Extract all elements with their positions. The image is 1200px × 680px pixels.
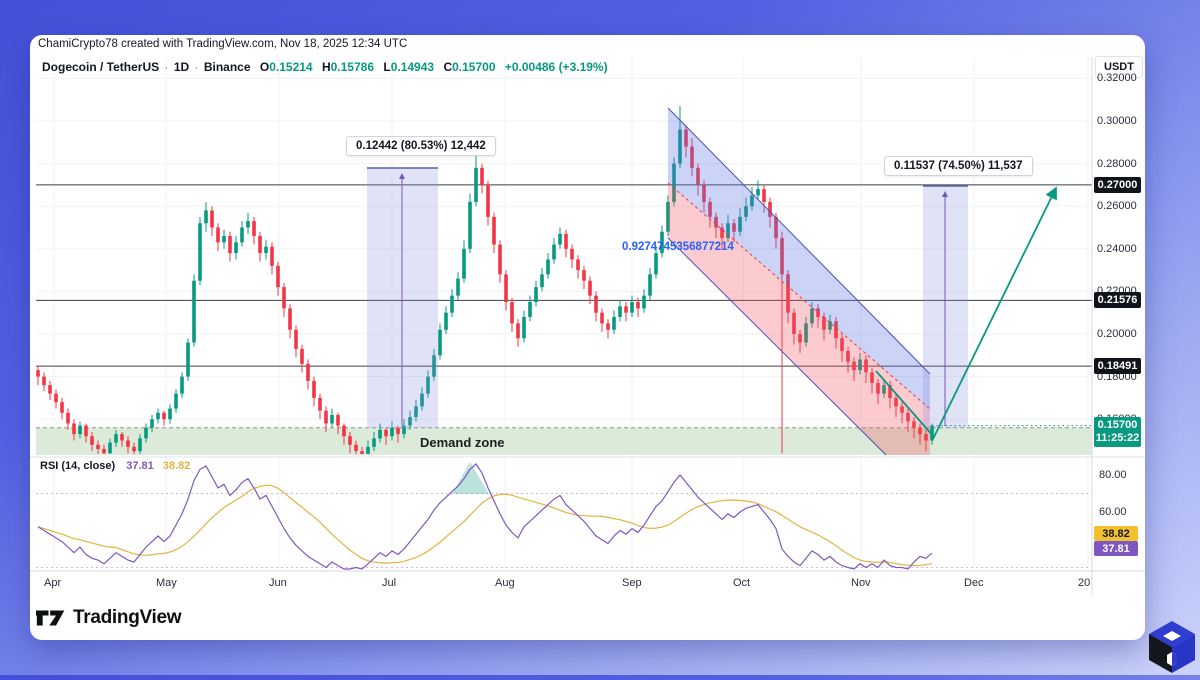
low-value: 0.14943 (390, 60, 435, 74)
time-tick-label: Dec (964, 577, 984, 589)
open-label: O (259, 60, 270, 74)
separator: · (164, 60, 169, 74)
close-value: 0.15700 (452, 60, 496, 74)
change-value: +0.00486 (+3.19%) (504, 60, 608, 74)
symbol-header: Dogecoin / TetherUS · 1D · Binance O0.15… (42, 60, 608, 74)
tradingview-logo-text: TradingView (73, 607, 182, 628)
rsi-title[interactable]: RSI (14, close) (40, 460, 116, 472)
attribution-text: ChamiCrypto78 created with TradingView.c… (38, 38, 408, 50)
rsi-tick-label: 80.00 (1099, 469, 1127, 481)
close-label: C (443, 60, 453, 74)
publisher-cube-logo[interactable] (1146, 619, 1198, 680)
demand-zone-label: Demand zone (420, 435, 505, 450)
rsi-value: 37.81 (126, 460, 154, 472)
time-tick-label: 20 (1078, 577, 1091, 589)
price-level-badge-1: 0.27000 (1094, 177, 1141, 193)
price-tick-label: 0.32000 (1097, 72, 1137, 85)
rsi-legend: RSI (14, close) 37.81 38.82 (40, 460, 190, 472)
low-label: L (383, 60, 391, 74)
current-price-badge: 0.15700 11:25:22 (1094, 417, 1141, 447)
time-tick-label: Aug (495, 577, 515, 589)
time-tick-label: Apr (44, 577, 62, 589)
high-label: H (321, 60, 331, 74)
price-tick-label: 0.24000 (1097, 242, 1137, 255)
high-value: 0.15786 (330, 60, 375, 74)
tradingview-glyph-icon (36, 610, 65, 626)
tradingview-logo[interactable]: TradingView (36, 606, 182, 630)
rsi-ma-badge: 38.82 (1094, 526, 1138, 541)
price-level-badge-2: 0.21576 (1094, 292, 1141, 308)
rsi-ma-value: 38.82 (162, 460, 191, 472)
price-level-badge-3: 0.18491 (1094, 358, 1141, 374)
exchange-label: Binance (203, 60, 251, 74)
cube-icon (1149, 621, 1195, 673)
fib-annotation-left[interactable]: 0.12442 (80.53%) 12,442 (346, 136, 496, 156)
rsi-value-badge: 37.81 (1094, 541, 1138, 556)
time-tick-label: May (156, 577, 177, 589)
price-tick-label: 0.26000 (1097, 200, 1137, 213)
chart-card (30, 35, 1145, 640)
price-tick-label: 0.30000 (1097, 115, 1137, 127)
separator: · (194, 60, 199, 74)
symbol-name[interactable]: Dogecoin / TetherUS (42, 60, 160, 74)
fib-annotation-right[interactable]: 0.11537 (74.50%) 11,537 (884, 156, 1033, 176)
time-tick-label: Jul (382, 577, 397, 589)
open-value: 0.15214 (269, 60, 313, 74)
price-tick-label: 0.20000 (1097, 328, 1137, 340)
currency-toggle[interactable]: USDT (1095, 56, 1143, 78)
current-price: 0.15700 (1097, 419, 1138, 431)
rsi-tick-label: 60.00 (1099, 506, 1127, 518)
interval-label[interactable]: 1D (173, 60, 190, 74)
time-tick-label: Oct (733, 577, 751, 589)
bar-countdown: 11:25:22 (1095, 432, 1140, 444)
time-tick-label: Nov (851, 577, 871, 589)
time-tick-label: Sep (622, 577, 642, 589)
channel-value-label: 0.9274745356877214 (622, 241, 734, 253)
time-tick-label: Jun (269, 577, 287, 589)
price-tick-label: 0.28000 (1097, 157, 1137, 170)
